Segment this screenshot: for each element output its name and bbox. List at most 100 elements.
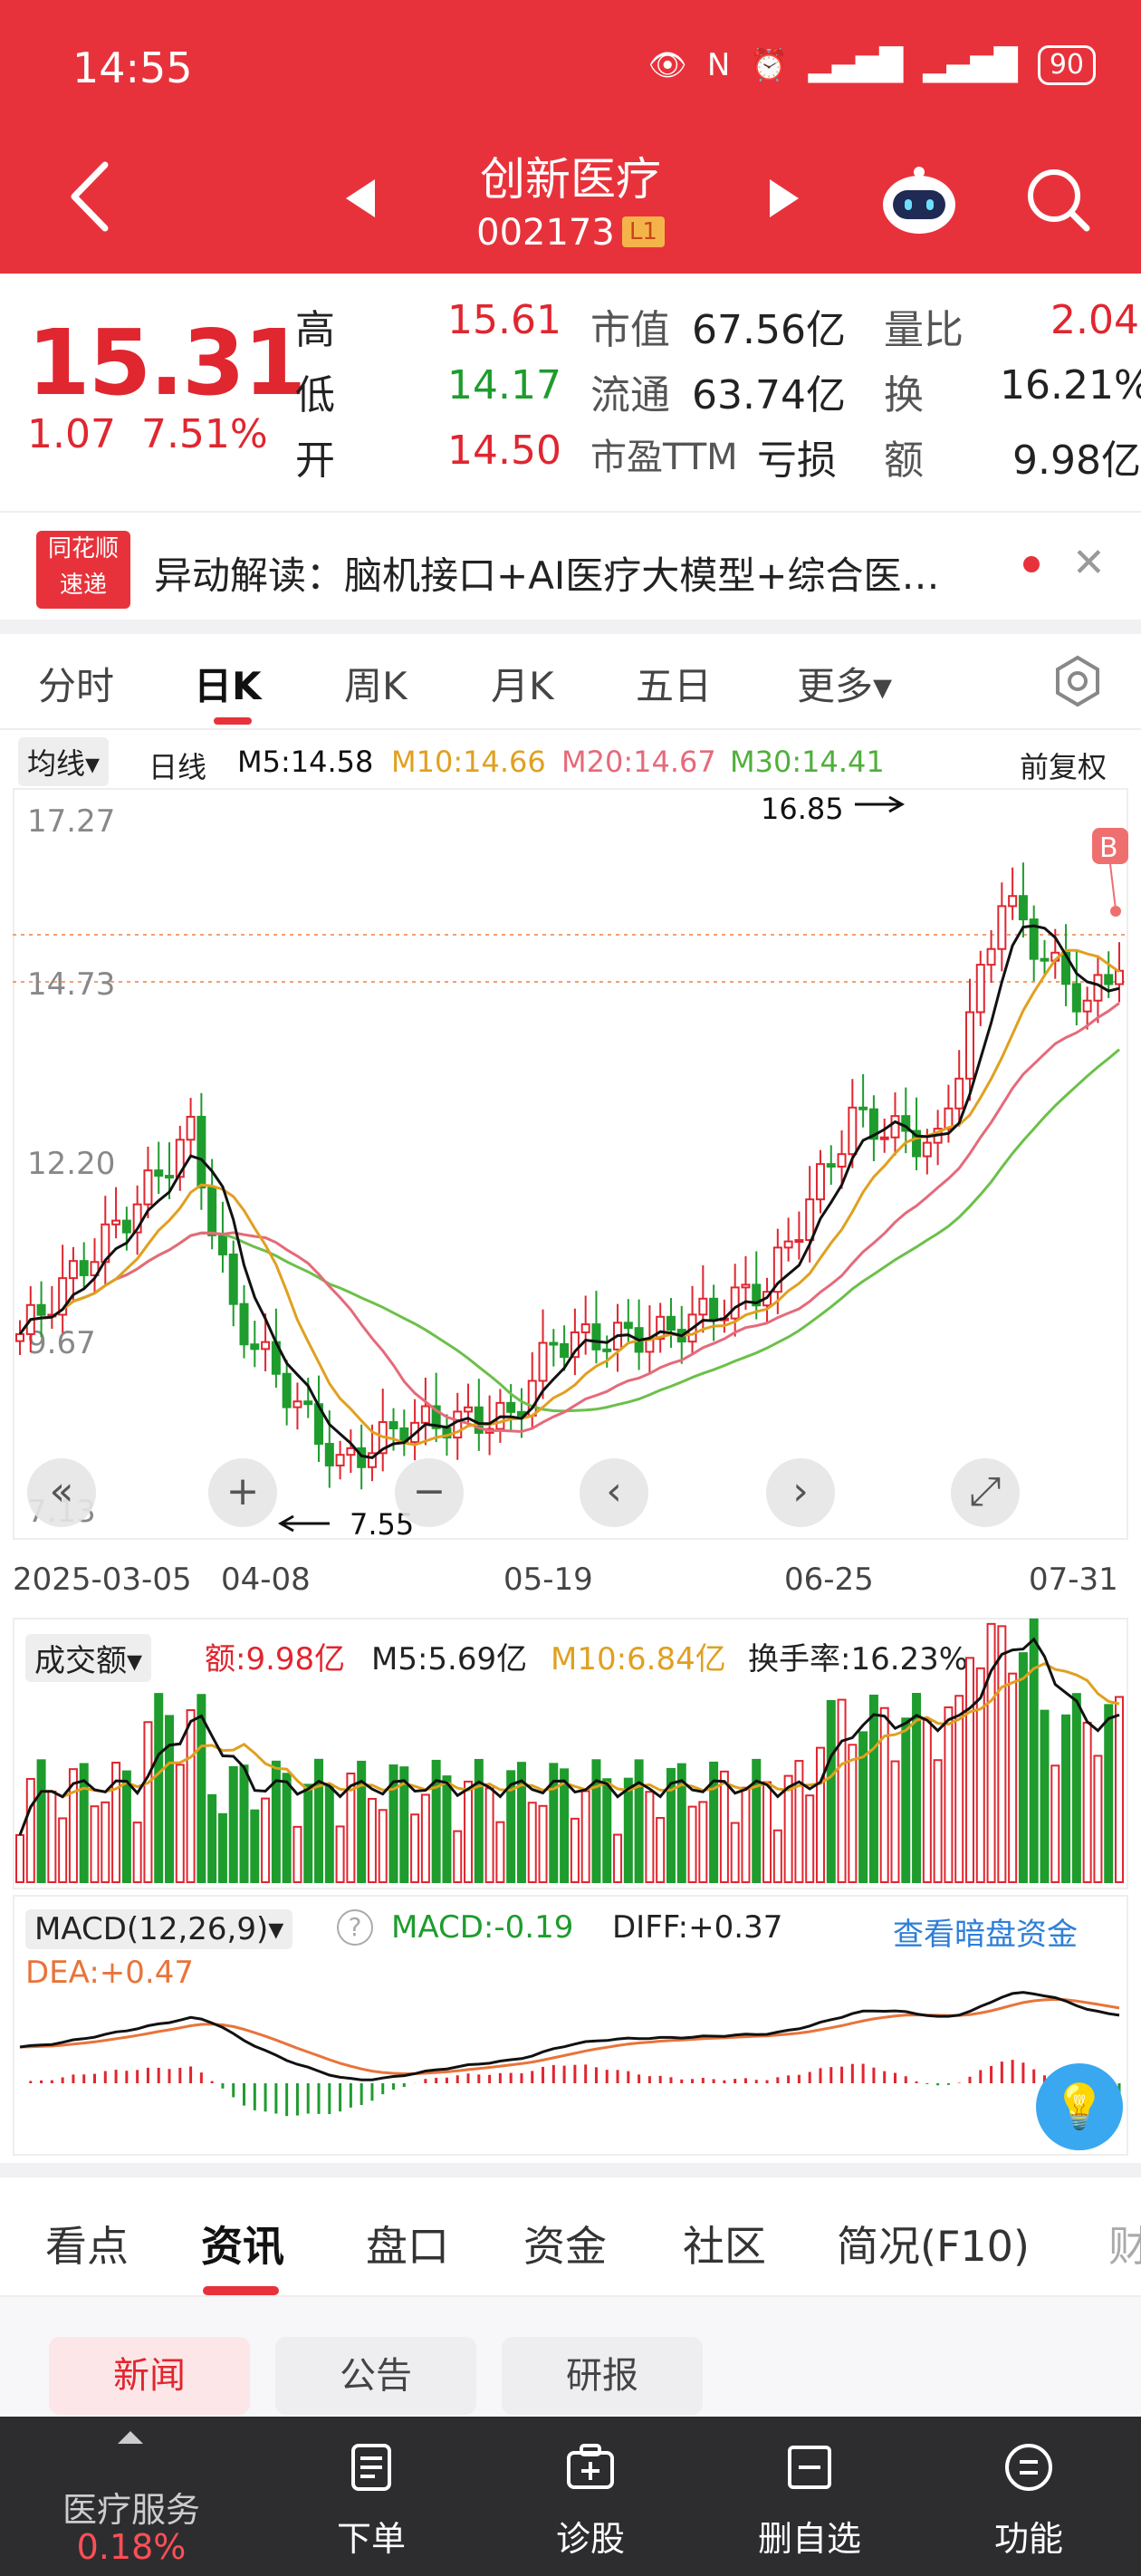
candle-body <box>506 1401 516 1413</box>
close-icon[interactable]: ✕ <box>1072 540 1106 586</box>
zoom-in-button[interactable]: + <box>208 1458 277 1527</box>
tab-orderbook[interactable]: 盘口 <box>366 2222 449 2271</box>
tab-f10[interactable]: 简况(F10) <box>837 2222 1030 2271</box>
ma-selector[interactable]: 均线▾ <box>18 737 110 786</box>
nav-functions[interactable]: 功能 <box>938 2417 1119 2576</box>
lightbulb-icon[interactable]: 💡 <box>1036 2063 1123 2150</box>
volume-bar <box>79 1763 89 1883</box>
date-label-0: 2025-03-05 <box>13 1562 192 1598</box>
diagnose-icon <box>567 2444 614 2489</box>
order-icon <box>351 2444 391 2491</box>
macd-selector[interactable]: MACD(12,26,9)▾ <box>25 1909 293 1949</box>
candle-body <box>346 1447 356 1456</box>
fullscreen-button[interactable]: ⤢ <box>951 1458 1020 1527</box>
volume-bar <box>666 1767 676 1883</box>
search-icon[interactable] <box>1021 163 1094 235</box>
nav-diagnose[interactable]: 诊股 <box>500 2417 681 2576</box>
turnover-value: 16.21% <box>1000 362 1141 409</box>
candle-body <box>570 1331 580 1359</box>
candle-body <box>837 1153 847 1168</box>
change-value: 1.07 <box>27 411 116 457</box>
buy-badge[interactable]: B <box>1099 832 1118 864</box>
zoom-out-button[interactable]: − <box>395 1458 464 1527</box>
candle-body <box>282 1372 292 1408</box>
expand-icon[interactable] <box>118 2431 143 2444</box>
volume-chart[interactable] <box>13 1618 1128 1889</box>
volume-bar <box>474 1758 484 1883</box>
candle-body <box>794 1239 804 1244</box>
nav-order[interactable]: 下单 <box>281 2417 462 2576</box>
notice-text[interactable]: 异动解读：脑机接口+AI医疗大模型+综合医… <box>154 553 940 598</box>
ma-period: 日线 <box>149 750 207 784</box>
robot-assistant-icon[interactable] <box>878 159 960 241</box>
candle-body <box>602 1348 612 1352</box>
adjust-mode[interactable]: 前复权 <box>1020 750 1107 784</box>
next-stock-icon[interactable] <box>766 178 802 219</box>
volume-bar <box>783 1774 793 1884</box>
candle-body <box>207 1187 217 1236</box>
diff-value: DIFF:+0.37 <box>612 1909 783 1946</box>
volume-bar <box>464 1780 474 1884</box>
volume-bar <box>602 1778 612 1884</box>
volume-bar <box>527 1802 537 1883</box>
candle-body <box>15 1332 24 1342</box>
candle-body <box>826 1163 836 1168</box>
volume-bar <box>570 1817 580 1884</box>
ma20-value: M20:14.67 <box>561 745 716 779</box>
tab-more[interactable]: 更多▾ <box>797 664 893 708</box>
candle-body <box>890 1115 900 1139</box>
prev-stock-icon[interactable] <box>342 178 379 219</box>
subtab-news[interactable]: 新闻 <box>49 2337 250 2415</box>
macd-chart[interactable] <box>13 1895 1128 2156</box>
tab-monthly-k[interactable]: 月K <box>491 664 554 708</box>
last-price: 15.31 <box>27 310 306 416</box>
candle-body <box>975 964 985 1014</box>
volume-selector[interactable]: 成交额▾ <box>25 1634 152 1682</box>
subtab-announcements[interactable]: 公告 <box>275 2337 476 2415</box>
amount-value: 9.98亿 <box>1012 437 1141 484</box>
candle-body <box>538 1341 548 1382</box>
tab-weekly-k[interactable]: 周K <box>344 664 408 708</box>
settings-icon[interactable] <box>1050 654 1105 708</box>
kline-chart[interactable] <box>13 788 1128 1540</box>
volume-bar <box>815 1746 825 1883</box>
help-icon[interactable]: ? <box>337 1909 373 1946</box>
volume-bar <box>197 1694 206 1883</box>
volume-bar <box>271 1760 281 1883</box>
volume-bar <box>292 1825 302 1883</box>
candle-body <box>1082 999 1092 1013</box>
nav-remove-watchlist[interactable]: 删自选 <box>719 2417 900 2576</box>
tab-fund-flow[interactable]: 资金 <box>523 2222 607 2271</box>
tab-intraday[interactable]: 分时 <box>38 664 115 708</box>
candle-body <box>132 1203 142 1234</box>
volume-bar <box>431 1759 441 1884</box>
volume-bar <box>1061 1714 1071 1883</box>
candle-body <box>420 1405 430 1424</box>
volume-bar <box>420 1793 430 1884</box>
volume-bar <box>837 1698 847 1884</box>
subtab-research[interactable]: 研报 <box>502 2337 703 2415</box>
high-value: 15.61 <box>447 297 561 343</box>
scroll-right-button[interactable]: › <box>766 1458 835 1527</box>
unread-dot <box>1023 556 1040 572</box>
volume-bar <box>634 1759 644 1883</box>
notice-logo-top: 同花顺 <box>47 535 119 562</box>
scroll-left-fast-button[interactable]: « <box>27 1458 96 1527</box>
volume-bar <box>698 1801 708 1884</box>
dark-pool-link[interactable]: 查看暗盘资金 <box>893 1917 1078 1953</box>
tab-daily-k[interactable]: 日K <box>194 664 262 708</box>
diff-line <box>19 1991 1120 2081</box>
notice-bar[interactable]: 同花顺 速递 异动解读：脑机接口+AI医疗大模型+综合医… <box>0 511 1141 620</box>
tab-highlights[interactable]: 看点 <box>45 2222 129 2271</box>
scroll-left-button[interactable]: ‹ <box>580 1458 648 1527</box>
tab-community[interactable]: 社区 <box>683 2222 766 2271</box>
notice-logo-bottom: 速递 <box>59 572 107 599</box>
volume-bar <box>687 1805 697 1883</box>
tab-news[interactable]: 资讯 <box>201 2222 284 2271</box>
volume-bar <box>986 1622 996 1884</box>
tab-finance[interactable]: 财 <box>1108 2222 1141 2271</box>
candle-body <box>165 1175 175 1179</box>
tab-five-day[interactable]: 五日 <box>636 664 713 708</box>
sector-name[interactable]: 医疗服务 <box>62 2490 200 2530</box>
back-icon[interactable] <box>63 156 118 237</box>
